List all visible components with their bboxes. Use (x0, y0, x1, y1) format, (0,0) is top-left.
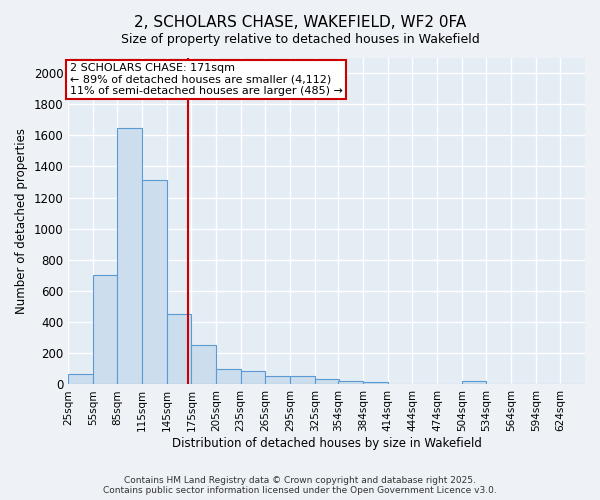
Bar (191, 345, 216, 385)
X-axis label: Distribution of detached houses by size in Wakefield: Distribution of detached houses by size … (172, 437, 482, 450)
Bar (290, 376, 314, 384)
Y-axis label: Number of detached properties: Number of detached properties (15, 128, 28, 314)
Bar (265, 376, 290, 384)
Text: 2 SCHOLARS CHASE: 171sqm
← 89% of detached houses are smaller (4,112)
11% of sem: 2 SCHOLARS CHASE: 171sqm ← 89% of detach… (70, 63, 343, 96)
Text: 2, SCHOLARS CHASE, WAKEFIELD, WF2 0FA: 2, SCHOLARS CHASE, WAKEFIELD, WF2 0FA (134, 15, 466, 30)
Bar (241, 371, 265, 384)
Bar (142, 180, 167, 384)
Bar (462, 382, 487, 384)
Text: Size of property relative to detached houses in Wakefield: Size of property relative to detached ho… (121, 32, 479, 46)
Bar (118, 128, 142, 384)
Bar (167, 314, 191, 384)
Bar (93, 276, 118, 384)
Bar (68, 374, 93, 384)
Bar (338, 380, 363, 384)
Bar (363, 382, 388, 384)
Bar (314, 379, 340, 384)
Bar (216, 369, 241, 384)
Text: Contains HM Land Registry data © Crown copyright and database right 2025.
Contai: Contains HM Land Registry data © Crown c… (103, 476, 497, 495)
